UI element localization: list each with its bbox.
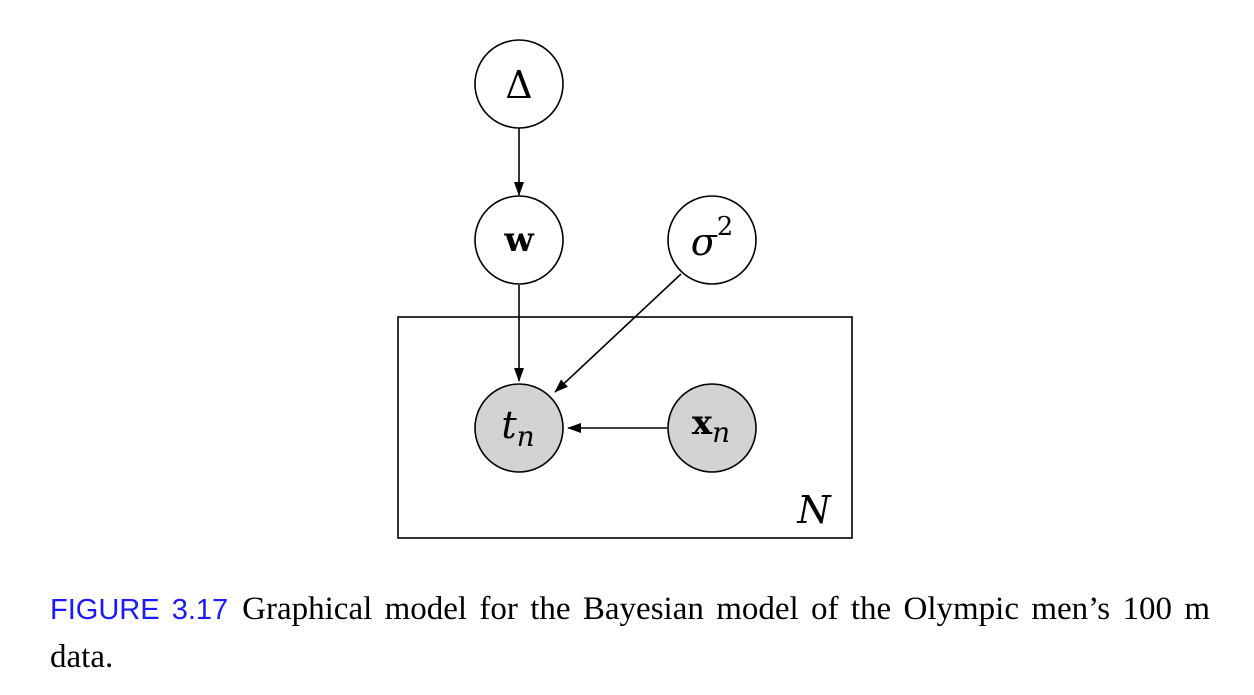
- graphical-model-diagram: N Δ w σ2 tn xn: [397, 39, 853, 539]
- svg-text:xn: xn: [692, 403, 730, 449]
- edge-sigma-to-t: [554, 273, 682, 393]
- node-x: xn: [667, 383, 757, 473]
- node-t: tn: [474, 383, 564, 473]
- node-t-subscript: n: [517, 420, 535, 453]
- node-x-label: x: [692, 403, 713, 443]
- figure-caption-label: FIGURE 3.17: [50, 594, 229, 626]
- node-x-subscript: n: [712, 416, 730, 449]
- svg-text:tn: tn: [501, 403, 534, 453]
- node-sigma-label: σ: [691, 220, 718, 264]
- svg-text:σ2: σ2: [691, 212, 734, 264]
- node-sigma-superscript: 2: [717, 212, 734, 242]
- plate-label: N: [796, 488, 832, 532]
- figure-caption-text: Graphical model for the Bayesian model o…: [50, 591, 1211, 675]
- figure-caption: FIGURE 3.17 Graphical model for the Bayes…: [50, 586, 1210, 681]
- node-t-label: t: [501, 403, 517, 447]
- node-delta: Δ: [474, 39, 564, 129]
- node-w: w: [474, 195, 564, 285]
- node-delta-label: Δ: [505, 63, 532, 107]
- node-sigma: σ2: [667, 195, 757, 285]
- node-w-label: w: [503, 220, 534, 260]
- plate: [397, 316, 853, 539]
